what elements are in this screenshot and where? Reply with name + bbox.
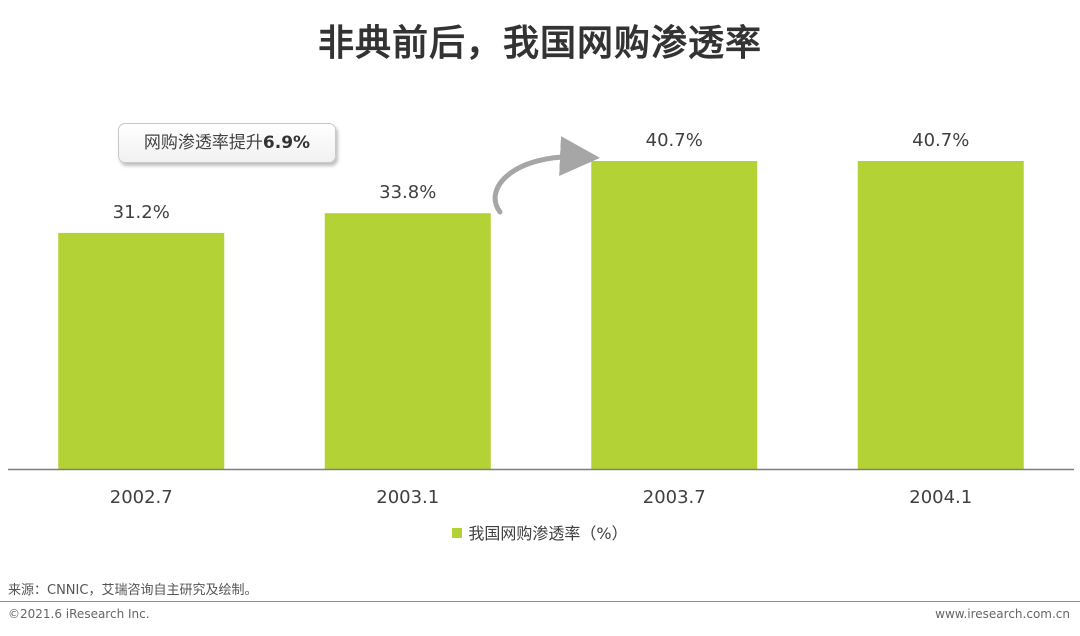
footer-website: www.iresearch.com.cn — [935, 607, 1070, 621]
chart-title: 非典前后，我国网购渗透率 — [317, 23, 762, 64]
footer-divider — [0, 601, 1080, 602]
legend: 我国网购渗透率（%） — [0, 520, 1080, 544]
data-label: 33.8% — [379, 182, 436, 203]
x-tick-label: 2004.1 — [909, 487, 972, 508]
callout-text: 网购渗透率提升 — [143, 133, 263, 153]
bar-chart: 31.2% 33.8% 40.7% 40.7% 2002.7 2003.1 2003.7 2… — [8, 130, 1074, 508]
increase-arrow — [492, 136, 600, 215]
footer-copyright: ©2021.6 iResearch Inc. — [8, 607, 150, 621]
x-tick-label: 2003.1 — [376, 487, 439, 508]
data-label: 40.7% — [646, 130, 703, 151]
x-tick-label: 2003.7 — [643, 487, 706, 508]
callout-value: 6.9% — [262, 133, 311, 153]
legend-swatch — [452, 528, 463, 538]
bar-2003.7 — [591, 161, 758, 469]
data-label: 31.2% — [113, 202, 170, 223]
increase-callout: 网购渗透率提升6.9% — [118, 123, 336, 163]
bar-2004.1 — [857, 161, 1024, 469]
data-label: 40.7% — [912, 130, 969, 151]
x-tick-label: 2002.7 — [110, 487, 173, 508]
source-note: 来源：CNNIC，艾瑞咨询自主研究及绘制。 — [8, 583, 258, 598]
legend-label: 我国网购渗透率（%） — [468, 524, 628, 543]
bar-2002.7 — [58, 232, 225, 469]
bar-2003.1 — [324, 213, 491, 469]
